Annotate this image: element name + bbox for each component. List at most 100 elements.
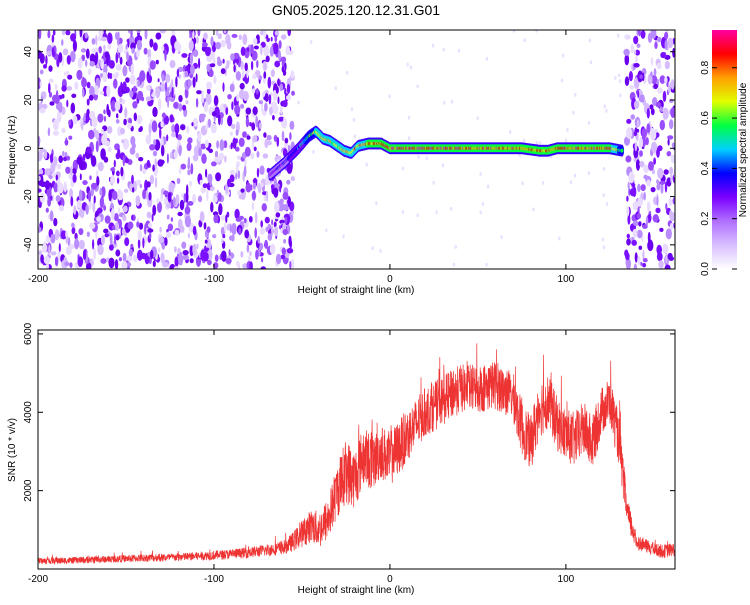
heatmap-noise-cell — [58, 243, 61, 253]
heatmap-noise-cell — [236, 93, 240, 102]
heatmap-noise-cell — [113, 159, 116, 168]
heatmap-noise-cell — [122, 81, 127, 92]
heatmap-noise-cell — [101, 134, 108, 146]
heatmap-noise-cell — [614, 75, 617, 80]
heatmap-noise-cell — [240, 46, 246, 56]
heatmap-noise-cell — [350, 107, 354, 112]
heatmap-noise-cell — [243, 217, 247, 224]
heatmap-noise-cell — [123, 188, 129, 193]
heatmap-noise-cell — [169, 114, 174, 123]
heatmap-noise-cell — [77, 256, 84, 267]
heatmap-noise-cell — [209, 180, 212, 187]
heatmap-noise-cell — [49, 210, 54, 222]
heatmap-noise-cell — [257, 236, 261, 244]
heatmap-noise-cell — [135, 179, 142, 186]
heatmap-noise-cell — [633, 146, 639, 159]
heatmap-noise-cell — [564, 138, 568, 143]
heatmap-noise-cell — [136, 221, 140, 228]
heatmap-noise-cell — [646, 108, 650, 119]
heatmap-noise-cell — [450, 206, 453, 211]
heatmap-noise-cell — [96, 216, 101, 222]
colorbar-tick-label: 0.2 — [700, 211, 711, 225]
heatmap-noise-cell — [142, 237, 145, 249]
heatmap-noise-cell — [126, 51, 129, 61]
heatmap-noise-cell — [352, 117, 356, 122]
heatmap-noise-cell — [297, 100, 300, 105]
heatmap-noise-cell — [218, 203, 223, 216]
heatmap-noise-cell — [572, 110, 575, 115]
heatmap-noise-cell — [263, 44, 270, 57]
heatmap-noise-cell — [166, 134, 169, 142]
heatmap-noise-cell — [160, 144, 165, 157]
heatmap-noise-cell — [38, 136, 41, 148]
heatmap-noise-cell — [92, 239, 95, 250]
heatmap-noise-cell — [479, 210, 482, 215]
heatmap-noise-cell — [116, 177, 120, 184]
heatmap-noise-cell — [82, 153, 86, 162]
heatmap-noise-cell — [38, 30, 42, 40]
heatmap-noise-cell — [659, 119, 665, 131]
heatmap-noise-cell — [178, 103, 183, 112]
heatmap-noise-cell — [97, 113, 104, 123]
heatmap-noise-cell — [626, 195, 629, 202]
heatmap-noise-cell — [159, 226, 162, 233]
heatmap-noise-cell — [279, 219, 285, 224]
heatmap-noise-cell — [457, 48, 461, 53]
heatmap-noise-cell — [106, 85, 111, 98]
heatmap-noise-cell — [187, 156, 191, 169]
heatmap-noise-cell — [290, 70, 295, 79]
heatmap-noise-cell — [81, 121, 84, 131]
heatmap-noise-cell — [79, 30, 83, 38]
heatmap-noise-cell — [62, 150, 65, 157]
heatmap-noise-cell — [227, 178, 231, 188]
heatmap-noise-cell — [217, 192, 222, 202]
heatmap-noise-cell — [192, 193, 197, 204]
heatmap-noise-cell — [107, 146, 112, 153]
heatmap-noise-cell — [118, 257, 122, 262]
heatmap-noise-cell — [245, 117, 250, 128]
heatmap-noise-cell — [574, 92, 577, 97]
heatmap-noise-cell — [203, 251, 209, 262]
heatmap-noise-cell — [149, 60, 156, 70]
heatmap-noise-cell — [647, 214, 652, 222]
heatmap-noise-cell — [205, 168, 208, 178]
heatmap-noise-cell — [48, 82, 51, 94]
heatmap-noise-cell — [176, 134, 182, 141]
heatmap-noise-cell — [271, 219, 274, 226]
heatmap-noise-cell — [130, 243, 134, 248]
heatmap-noise-cell — [235, 129, 239, 136]
heatmap-noise-cell — [226, 60, 230, 69]
heatmap-noise-cell — [146, 181, 151, 188]
heatmap-noise-cell — [106, 125, 113, 134]
heatmap-noise-cell — [191, 122, 194, 127]
heatmap-noise-cell — [643, 164, 649, 174]
heatmap-noise-cell — [651, 74, 658, 85]
heatmap-noise-cell — [160, 159, 165, 165]
x-tick-label: -100 — [204, 274, 224, 285]
heatmap-noise-cell — [647, 32, 653, 44]
heatmap-noise-cell — [122, 155, 126, 167]
heatmap-noise-cell — [184, 215, 191, 228]
heatmap-noise-cell — [273, 187, 279, 198]
heatmap-noise-cell — [43, 149, 48, 160]
heatmap-noise-cell — [56, 111, 62, 123]
heatmap-noise-cell — [210, 123, 217, 134]
heatmap-noise-cell — [171, 124, 176, 133]
heatmap-noise-cell — [538, 141, 542, 146]
heatmap-noise-cell — [256, 151, 260, 158]
heatmap-noise-cell — [248, 107, 251, 114]
heatmap-noise-cell — [270, 69, 275, 77]
heatmap-noise-cell — [266, 37, 270, 43]
heatmap-noise-cell — [269, 106, 274, 115]
heatmap-noise-cell — [45, 235, 51, 243]
heatmap-noise-cell — [38, 226, 42, 233]
heatmap-noise-cell — [222, 234, 226, 239]
heatmap-noise-cell — [180, 163, 187, 170]
heatmap-noise-cell — [639, 150, 643, 157]
heatmap-noise-cell — [137, 249, 143, 261]
heatmap-noise-cell — [257, 37, 260, 43]
heatmap-noise-cell — [133, 85, 137, 94]
heatmap-noise-cell — [50, 233, 56, 244]
heatmap-noise-cell — [205, 47, 211, 57]
heatmap-noise-cell — [432, 43, 435, 48]
